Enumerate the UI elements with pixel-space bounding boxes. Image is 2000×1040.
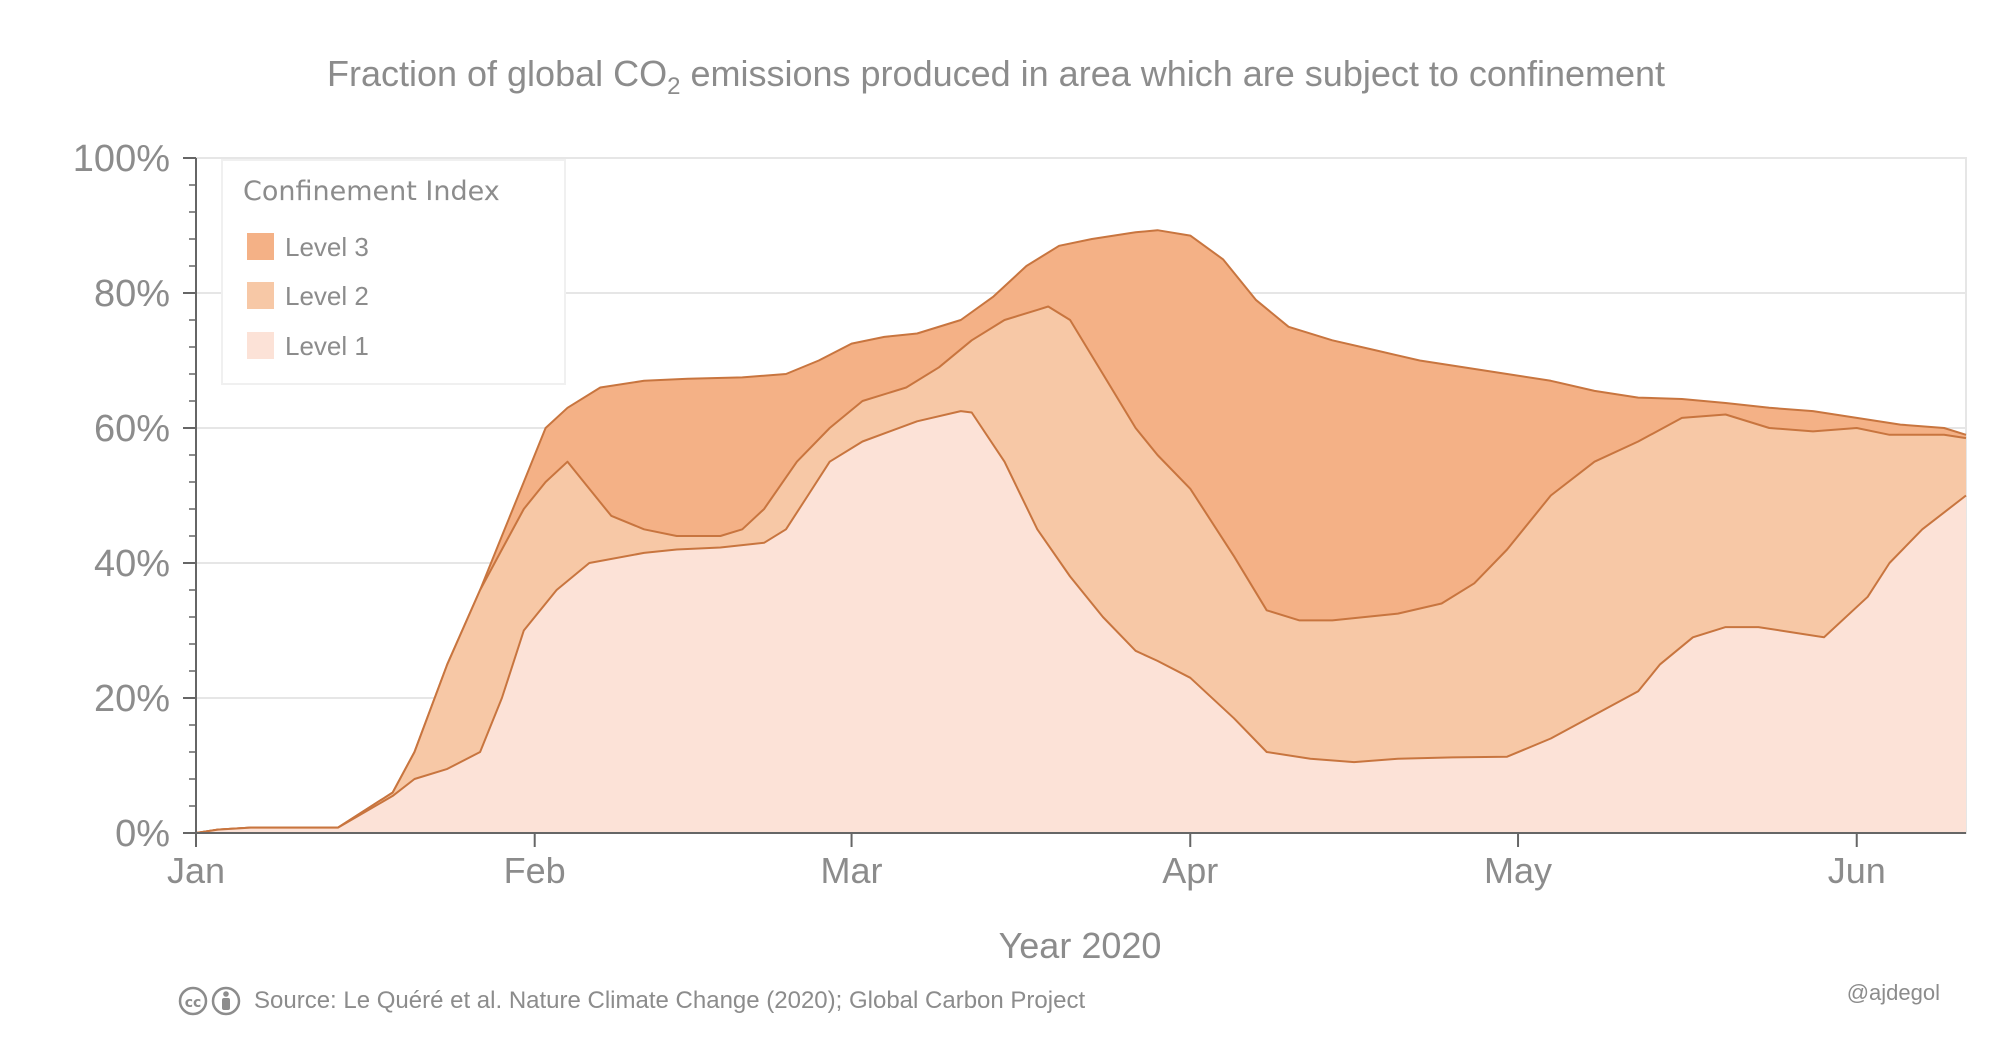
y-tick-label: 20% — [94, 678, 170, 720]
area-level-1 — [196, 411, 1966, 833]
license-badges: cc — [178, 986, 241, 1016]
author-credit: @ajdegol — [1847, 980, 1940, 1005]
legend-swatch-level-2 — [247, 282, 274, 309]
y-ticks: 0% 20% 40% 60% 80% 100% — [73, 138, 196, 855]
y-tick-label: 0% — [115, 813, 170, 855]
x-tick-label: Jun — [1828, 850, 1886, 891]
legend-swatch-level-3 — [247, 233, 274, 260]
y-tick-label: 60% — [94, 408, 170, 450]
legend-swatch-level-1 — [247, 332, 274, 359]
y-tick-label: 100% — [73, 138, 170, 180]
legend-box — [221, 159, 566, 385]
cc-icon: cc — [178, 986, 208, 1016]
x-tick-label: Jan — [167, 850, 225, 891]
axes — [195, 158, 1966, 834]
y-tick-label: 40% — [94, 543, 170, 585]
svg-text:cc: cc — [185, 995, 202, 1011]
legend-label-level-1: Level 1 — [285, 331, 369, 361]
legend-title: Confinement Index — [243, 176, 500, 207]
chart-title: Fraction of global CO2 emissions produce… — [327, 53, 1665, 100]
legend-label-level-3: Level 3 — [285, 232, 369, 262]
line-level-2 — [195, 305, 1967, 834]
source-caption: Source: Le Quéré et al. Nature Climate C… — [254, 987, 1085, 1014]
chart-title-suffix: emissions produced in area which are sub… — [680, 53, 1665, 94]
legend: Confinement Index Level 3 Level 2 Level … — [221, 159, 566, 385]
x-tick-label: Apr — [1162, 850, 1218, 891]
x-tick-label: Feb — [504, 850, 566, 891]
y-tick-label: 80% — [94, 273, 170, 315]
line-level-3 — [195, 229, 1967, 834]
area-series — [195, 229, 1967, 834]
line-level-1 — [195, 410, 1967, 834]
by-icon — [211, 986, 241, 1016]
x-ticks: Jan Feb Mar Apr May Jun — [167, 833, 1886, 891]
chart-title-subscript: 2 — [667, 73, 680, 100]
x-axis-label: Year 2020 — [999, 925, 1162, 966]
x-tick-label: May — [1484, 850, 1552, 891]
x-tick-label: Mar — [821, 850, 883, 891]
legend-label-level-2: Level 2 — [285, 281, 369, 311]
